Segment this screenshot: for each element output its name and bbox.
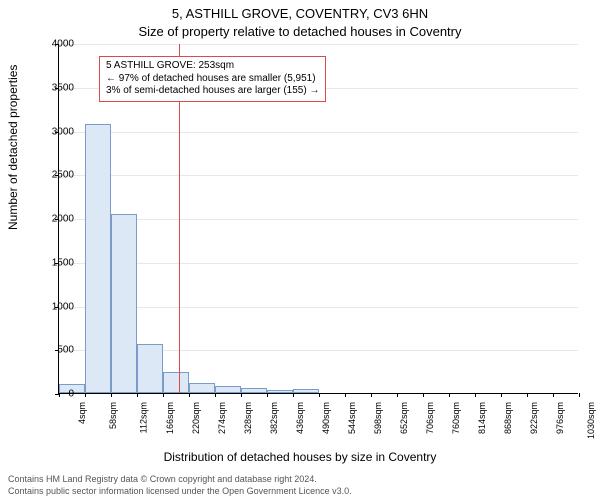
xtick-mark xyxy=(527,393,528,397)
x-axis-label: Distribution of detached houses by size … xyxy=(0,450,600,464)
xtick-label: 490sqm xyxy=(321,402,331,434)
ytick-label: 4000 xyxy=(34,39,74,50)
xtick-mark xyxy=(163,393,164,397)
histogram-plot: 5 ASTHILL GROVE: 253sqm← 97% of detached… xyxy=(58,44,578,394)
annotation-line: ← 97% of detached houses are smaller (5,… xyxy=(106,73,319,86)
xtick-label: 112sqm xyxy=(138,402,148,433)
xtick-mark xyxy=(449,393,450,397)
ytick-label: 2000 xyxy=(34,214,74,225)
xtick-label: 1030sqm xyxy=(586,402,596,439)
xtick-label: 382sqm xyxy=(269,402,279,434)
ytick-label: 0 xyxy=(34,389,74,400)
ytick-label: 1500 xyxy=(34,257,74,268)
xtick-mark xyxy=(293,393,294,397)
page-title-line2: Size of property relative to detached ho… xyxy=(0,24,600,39)
xtick-label: 4sqm xyxy=(77,402,87,424)
page-title-line1: 5, ASTHILL GROVE, COVENTRY, CV3 6HN xyxy=(0,6,600,21)
xtick-mark xyxy=(501,393,502,397)
xtick-mark xyxy=(553,393,554,397)
xtick-mark xyxy=(475,393,476,397)
xtick-label: 220sqm xyxy=(191,402,201,434)
ytick-label: 3500 xyxy=(34,82,74,93)
ytick-label: 2500 xyxy=(34,170,74,181)
xtick-label: 760sqm xyxy=(451,402,461,434)
footer-line1: Contains HM Land Registry data © Crown c… xyxy=(8,474,317,484)
histogram-bar xyxy=(267,390,293,394)
xtick-label: 166sqm xyxy=(165,402,175,434)
xtick-mark xyxy=(111,393,112,397)
histogram-bar xyxy=(241,388,267,393)
xtick-label: 868sqm xyxy=(503,402,513,434)
xtick-label: 328sqm xyxy=(243,402,253,434)
xtick-mark xyxy=(189,393,190,397)
xtick-mark xyxy=(423,393,424,397)
histogram-bar xyxy=(111,214,137,393)
ytick-label: 3000 xyxy=(34,126,74,137)
xtick-mark xyxy=(579,393,580,397)
xtick-mark xyxy=(85,393,86,397)
xtick-label: 652sqm xyxy=(399,402,409,434)
xtick-mark xyxy=(319,393,320,397)
y-axis-label: Number of detached properties xyxy=(6,65,20,230)
histogram-bar xyxy=(85,124,111,394)
ytick-label: 500 xyxy=(34,345,74,356)
footer-line2: Contains public sector information licen… xyxy=(8,486,352,496)
annotation-box: 5 ASTHILL GROVE: 253sqm← 97% of detached… xyxy=(99,56,326,102)
xtick-label: 436sqm xyxy=(295,402,305,434)
annotation-line: 3% of semi-detached houses are larger (1… xyxy=(106,85,319,98)
xtick-label: 544sqm xyxy=(347,402,357,434)
xtick-mark xyxy=(215,393,216,397)
xtick-label: 58sqm xyxy=(108,402,118,429)
gridline xyxy=(59,132,578,133)
histogram-bar xyxy=(137,344,163,393)
xtick-mark xyxy=(397,393,398,397)
xtick-mark xyxy=(345,393,346,397)
xtick-label: 922sqm xyxy=(529,402,539,434)
gridline xyxy=(59,44,578,45)
xtick-label: 274sqm xyxy=(217,402,227,434)
xtick-mark xyxy=(267,393,268,397)
xtick-mark xyxy=(137,393,138,397)
xtick-label: 814sqm xyxy=(477,402,487,434)
histogram-bar xyxy=(189,383,215,394)
xtick-label: 706sqm xyxy=(425,402,435,434)
gridline xyxy=(59,175,578,176)
histogram-bar xyxy=(163,372,189,393)
ytick-label: 1000 xyxy=(34,301,74,312)
xtick-mark xyxy=(371,393,372,397)
xtick-label: 976sqm xyxy=(555,402,565,434)
histogram-bar xyxy=(293,389,319,393)
annotation-line: 5 ASTHILL GROVE: 253sqm xyxy=(106,60,319,73)
xtick-mark xyxy=(241,393,242,397)
xtick-label: 598sqm xyxy=(373,402,383,434)
histogram-bar xyxy=(215,386,241,393)
